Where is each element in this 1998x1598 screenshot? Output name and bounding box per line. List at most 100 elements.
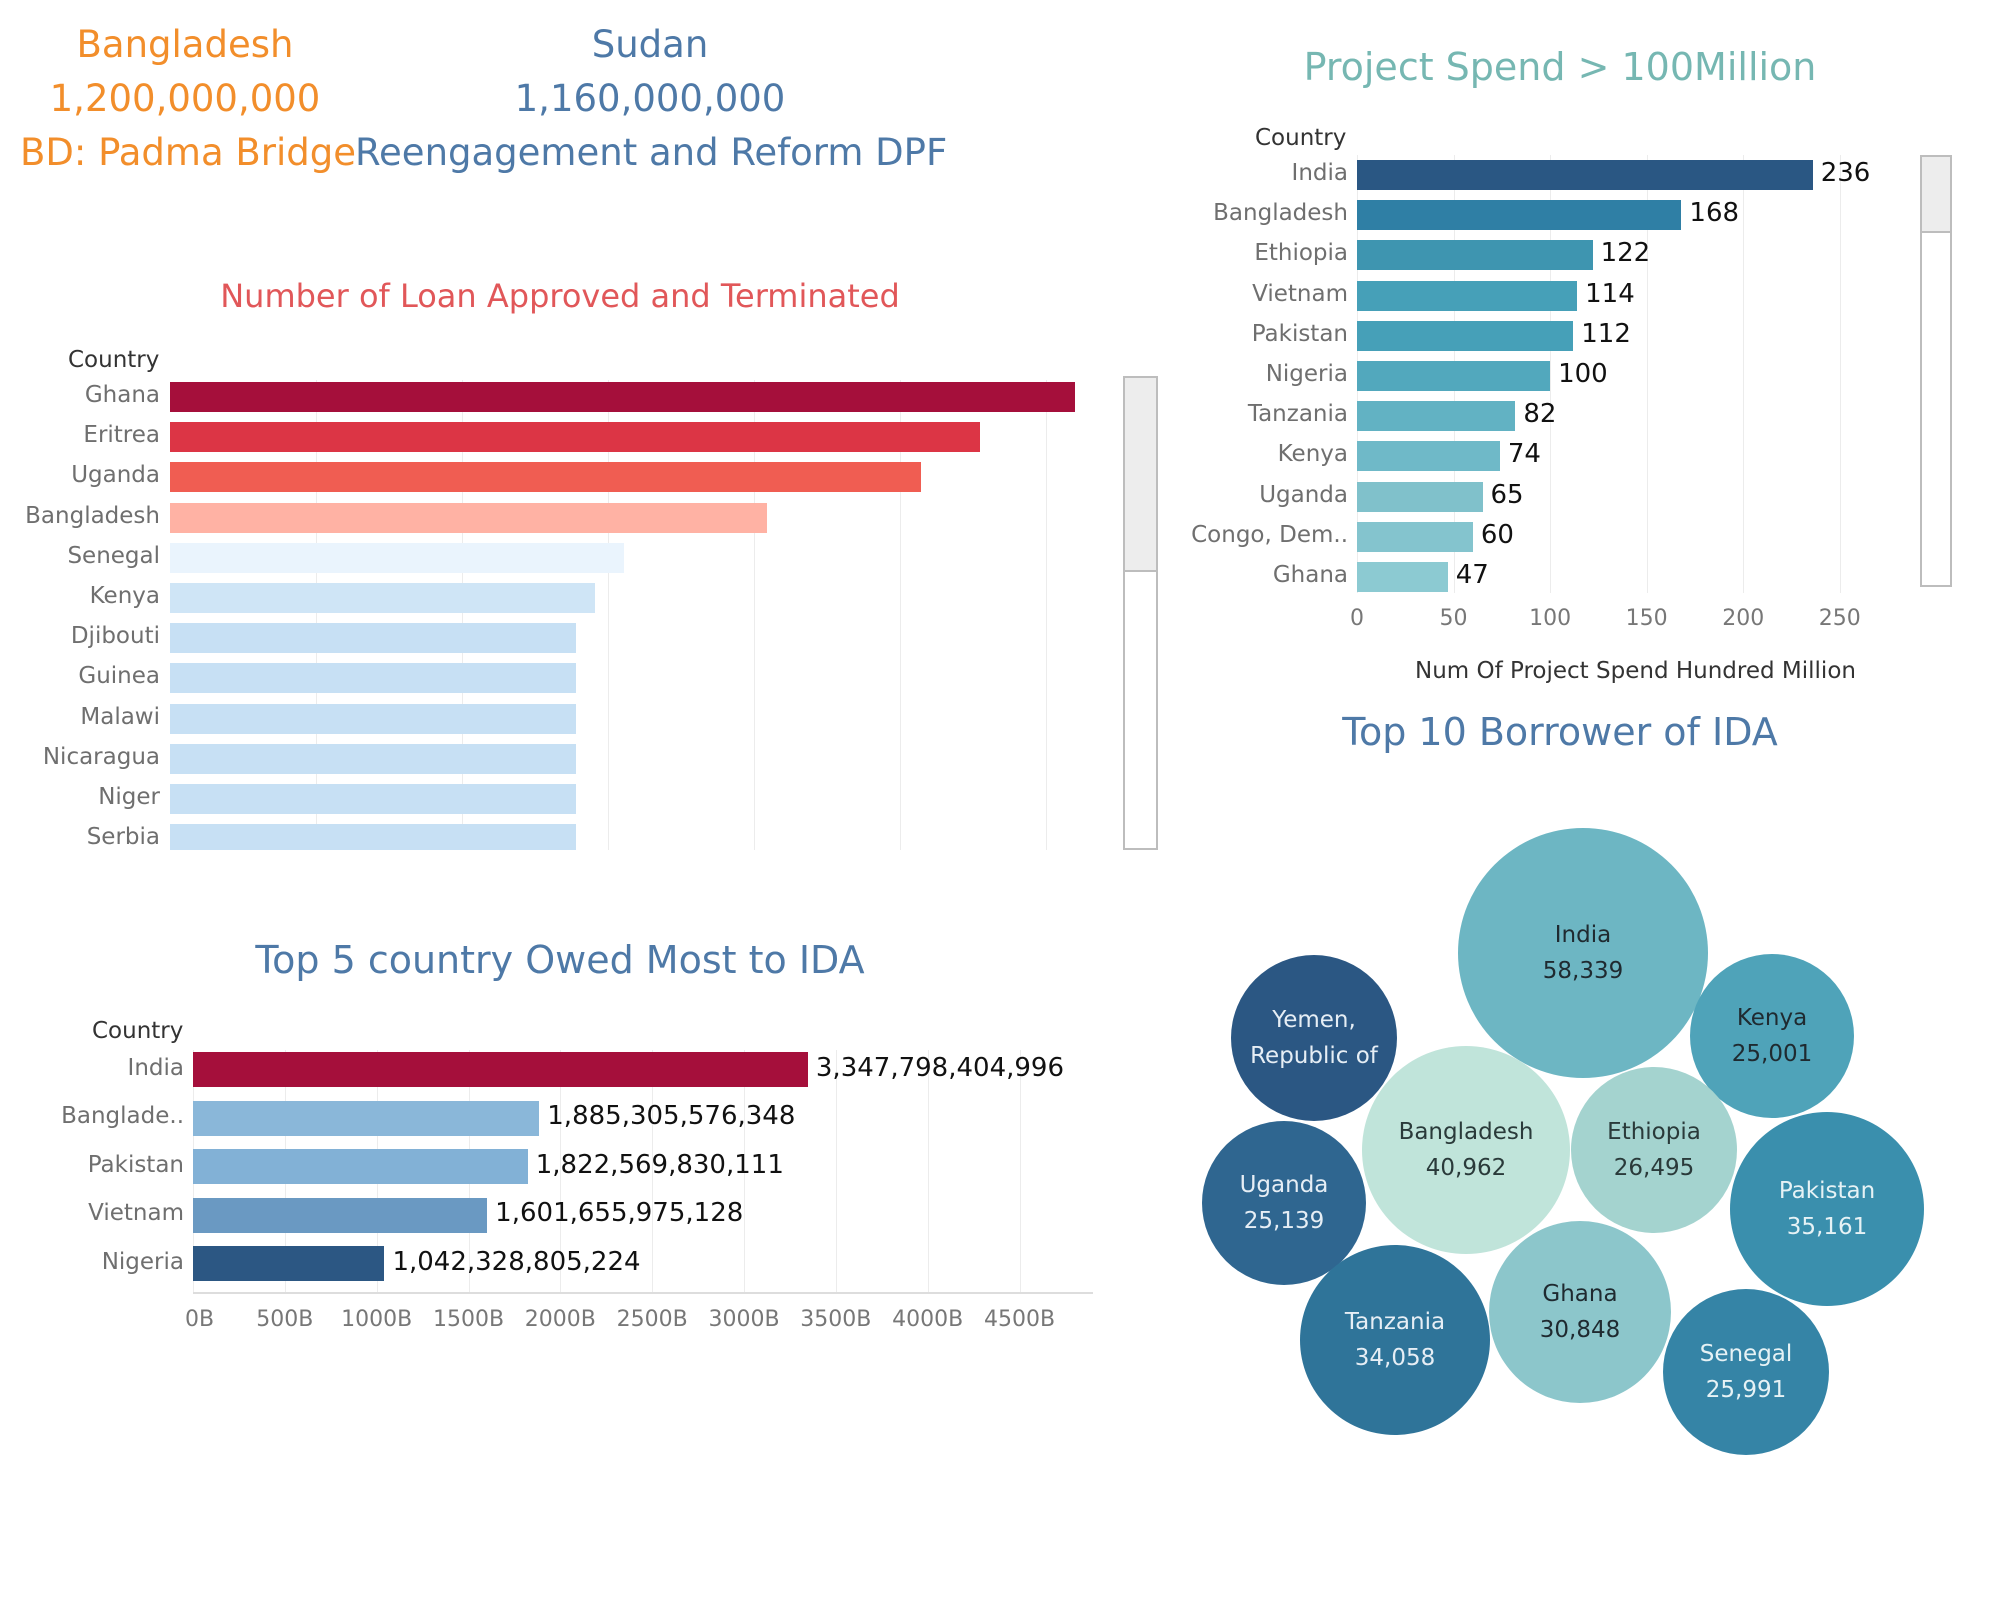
spend-value-label: 47 <box>1456 560 1489 590</box>
owed-bar <box>193 1246 384 1281</box>
bubble-name: Republic of <box>1250 1038 1378 1074</box>
kpi-country: Sudan <box>355 18 945 72</box>
owed-bar <box>193 1149 528 1184</box>
spend-value-label: 112 <box>1581 319 1631 349</box>
bubble-name: Senegal <box>1700 1336 1793 1372</box>
loans-bar <box>170 704 576 734</box>
owed-value-label: 1,601,655,975,128 <box>495 1198 743 1228</box>
bubble-value: 58,339 <box>1543 953 1623 989</box>
loans-bar <box>170 543 624 573</box>
spend-value-label: 114 <box>1585 279 1635 309</box>
bubble-name: Bangladesh <box>1399 1114 1534 1150</box>
bubble-value: 40,962 <box>1426 1150 1506 1186</box>
spend-gridline <box>1743 155 1744 593</box>
spend-plot-area: 236 168 122 114 112 100 82 74 65 60 47 <box>1357 155 1927 593</box>
owed-value-label: 1,885,305,576,348 <box>547 1101 795 1131</box>
owed-tick-label: 4500B <box>970 1307 1070 1332</box>
spend-tick-label: 150 <box>1597 606 1697 631</box>
spend-bar <box>1357 240 1593 270</box>
kpi-project: BD: Padma Bridge <box>20 126 350 180</box>
spend-value-label: 74 <box>1508 439 1541 469</box>
bubble: Ghana 30,848 <box>1489 1221 1671 1403</box>
owed-chart-title: Top 5 country Owed Most to IDA <box>160 938 960 982</box>
bubble: Yemen, Republic of <box>1231 955 1397 1121</box>
loans-bar <box>170 583 595 613</box>
spend-category-label: Uganda <box>1259 482 1348 508</box>
loans-category-label: Senegal <box>67 543 160 569</box>
loans-scrollbar[interactable] <box>1123 376 1158 850</box>
spend-bar <box>1357 562 1448 592</box>
spend-bar <box>1357 200 1681 230</box>
spend-category-labels: India Bangladesh Ethiopia Vietnam Pakistan Ni… <box>1150 155 1348 593</box>
spend-tick-label: 200 <box>1693 606 1793 631</box>
owed-category-labels: India Banglade.. Pakistan Vietnam Nigeria <box>40 1050 184 1295</box>
spend-value-label: 82 <box>1523 399 1556 429</box>
owed-gridline <box>1020 1050 1021 1293</box>
owed-value-label: 1,822,569,830,111 <box>536 1150 784 1180</box>
owed-tick-label: 3500B <box>786 1307 886 1332</box>
loans-category-label: Serbia <box>87 824 160 850</box>
owed-tick-label: 500B <box>235 1307 335 1332</box>
loans-category-label: Niger <box>98 784 160 810</box>
owed-gridline <box>928 1050 929 1293</box>
bubble-value: 34,058 <box>1355 1340 1435 1376</box>
owed-category-label: Vietnam <box>88 1200 184 1226</box>
spend-value-label: 122 <box>1601 238 1651 268</box>
spend-tick-label: 50 <box>1404 606 1504 631</box>
loans-bar <box>170 422 980 452</box>
loans-axis-header: Country <box>68 347 159 373</box>
bubble-name: Pakistan <box>1779 1173 1875 1209</box>
owed-value-label: 1,042,328,805,224 <box>392 1247 640 1277</box>
owed-category-label: India <box>128 1055 184 1081</box>
owed-category-label: Nigeria <box>102 1249 184 1275</box>
bubble-value: 26,495 <box>1614 1150 1694 1186</box>
spend-category-label: Kenya <box>1278 441 1348 467</box>
spend-chart-title: Project Spend > 100Million <box>1180 45 1940 89</box>
kpi-bangladesh: Bangladesh 1,200,000,000 BD: Padma Bridg… <box>20 18 350 180</box>
bubble-value: 35,161 <box>1787 1209 1867 1245</box>
spend-value-label: 168 <box>1689 198 1739 228</box>
bubble: Pakistan 35,161 <box>1730 1112 1924 1306</box>
borrowers-chart-title: Top 10 Borrower of IDA <box>1180 710 1940 754</box>
owed-tick-label: 2000B <box>510 1307 610 1332</box>
owed-category-label: Banglade.. <box>61 1103 184 1129</box>
bubble-name: Tanzania <box>1345 1304 1445 1340</box>
spend-value-label: 60 <box>1481 520 1514 550</box>
spend-tick-label: 100 <box>1500 606 1600 631</box>
loans-category-label: Djibouti <box>71 623 160 649</box>
spend-scrollbar[interactable] <box>1920 155 1952 587</box>
bubble: India 58,339 <box>1458 828 1708 1078</box>
spend-category-label: India <box>1292 160 1348 186</box>
bubble-value: 25,991 <box>1706 1372 1786 1408</box>
spend-bar <box>1357 281 1577 311</box>
owed-x-axis-line <box>193 1292 1093 1294</box>
spend-bar <box>1357 482 1483 512</box>
spend-category-label: Tanzania <box>1248 401 1348 427</box>
loans-category-label: Ghana <box>85 382 160 408</box>
spend-scrollbar-thumb[interactable] <box>1922 157 1950 233</box>
spend-bar <box>1357 361 1550 391</box>
owed-tick-label: 4000B <box>878 1307 978 1332</box>
spend-gridline <box>1840 155 1841 593</box>
owed-axis-header: Country <box>92 1018 183 1044</box>
owed-bar <box>193 1052 808 1087</box>
loans-bar <box>170 824 576 850</box>
spend-value-label: 65 <box>1491 480 1524 510</box>
spend-tick-label: 0 <box>1307 606 1407 631</box>
kpi-country: Bangladesh <box>20 18 350 72</box>
loans-category-label: Bangladesh <box>25 503 160 529</box>
loans-bar <box>170 663 576 693</box>
loans-bar <box>170 744 576 774</box>
spend-category-label: Nigeria <box>1266 361 1348 387</box>
owed-tick-label: 0B <box>185 1307 214 1332</box>
spend-bar <box>1357 522 1473 552</box>
owed-plot-area: 3,347,798,404,996 1,885,305,576,348 1,822,… <box>193 1050 1093 1295</box>
bubble-name: Ghana <box>1542 1276 1617 1312</box>
loans-chart-title: Number of Loan Approved and Terminated <box>160 277 960 315</box>
kpi-project: Reengagement and Reform DPF <box>355 126 945 180</box>
loans-category-label: Kenya <box>90 583 160 609</box>
owed-tick-label: 1500B <box>419 1307 519 1332</box>
kpi-amount: 1,200,000,000 <box>20 72 350 126</box>
loans-scrollbar-thumb[interactable] <box>1125 378 1156 572</box>
spend-value-label: 236 <box>1821 158 1871 188</box>
